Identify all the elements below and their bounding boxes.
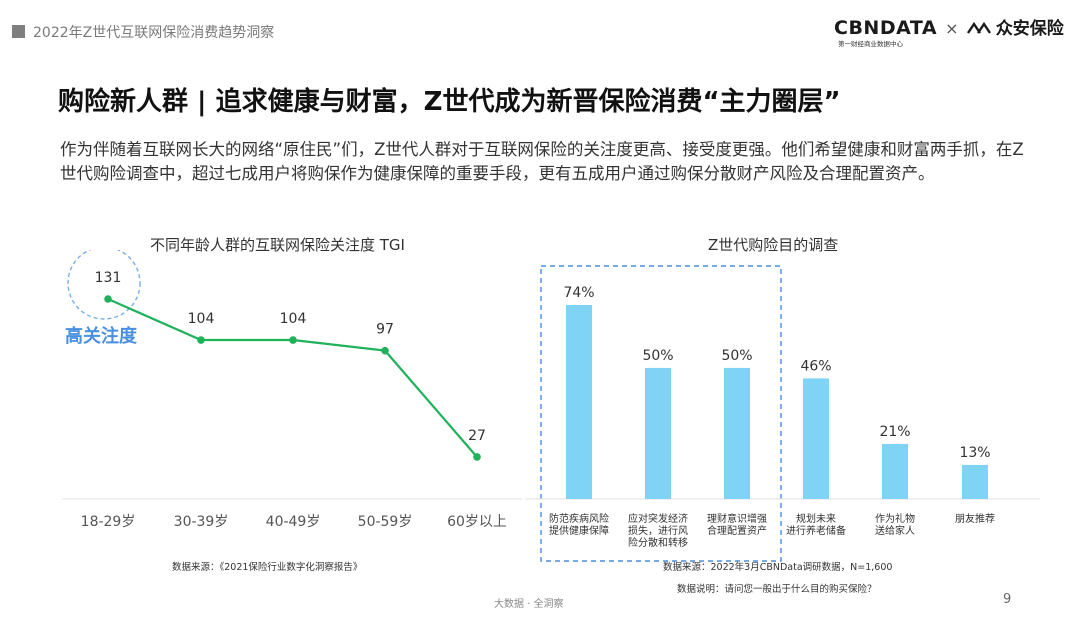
bar-3 — [724, 367, 750, 499]
bar-category-label-2: 险分散和转移 — [628, 536, 688, 549]
bar-chart-source: 数据来源：2022年3月CBNData调研数据，N=1,600 — [663, 562, 893, 573]
bar-5 — [882, 443, 908, 499]
data-label-18-29岁: 131 — [95, 270, 122, 286]
bar-category-label-5: 送给家人 — [875, 524, 915, 537]
bar-4 — [803, 378, 829, 499]
page-number: 9 — [1003, 592, 1012, 607]
data-point-30-39岁 — [197, 336, 205, 344]
bar-value-label-4: 46% — [800, 358, 831, 374]
bar-value-label-1: 74% — [563, 285, 594, 301]
logo-separator: × — [945, 19, 959, 38]
brand-logos: CBNDATA × 众安保险 — [834, 14, 1064, 39]
x-tick-label-60岁以上: 60岁以上 — [447, 514, 507, 530]
data-point-40-49岁 — [289, 336, 297, 344]
line-chart-source: 数据来源：《2021保险行业数字化洞察报告》 — [172, 562, 363, 573]
line-chart: 131 18-29岁 104 30-39岁 104 40-49岁 97 50-59岁 27 60岁… — [62, 250, 522, 530]
bar-category-label-5: 作为礼物 — [875, 512, 915, 525]
highlight-box — [540, 265, 782, 562]
x-tick-label-30-39岁: 30-39岁 — [174, 514, 229, 530]
bar-category-label-2: 损失，进行风 — [628, 524, 688, 537]
data-label-50-59岁: 97 — [376, 322, 394, 338]
bar-category-label-1: 提供健康保障 — [549, 524, 609, 537]
bar-category-label-3: 理财意识增强 — [707, 512, 767, 525]
high-attention-annotation: 高关注度 — [65, 325, 138, 347]
bar-category-label-2: 应对突发经济 — [628, 512, 688, 525]
line-chart-title: 不同年龄人群的互联网保险关注度 TGI — [150, 236, 405, 254]
bar-value-label-3: 50% — [721, 348, 752, 364]
header-square-icon — [12, 25, 25, 38]
bar-value-label-5: 21% — [879, 424, 910, 440]
bar-chart-title: Z世代购险目的调查 — [708, 236, 839, 254]
cbndata-logo: CBNDATA — [834, 17, 938, 39]
bar-chart-note: 数据说明：请问您一般出于什么目的购买保险？ — [677, 584, 877, 595]
report-title: 2022年Z世代互联网保险消费趋势洞察 — [33, 25, 275, 41]
bar-category-label-6: 朋友推荐 — [955, 512, 995, 525]
bar-value-label-6: 13% — [959, 445, 990, 461]
x-tick-label-40-49岁: 40-49岁 — [266, 514, 321, 530]
cbndata-subtitle: 第一财经商业数据中心 — [838, 40, 903, 48]
bar-6 — [962, 464, 988, 499]
bar-category-label-3: 合理配置资产 — [707, 524, 767, 537]
bar-value-label-2: 50% — [642, 348, 673, 364]
x-tick-label-50-59岁: 50-59岁 — [358, 514, 413, 530]
bar-category-label-4: 进行养老储备 — [786, 524, 846, 537]
bar-2 — [645, 367, 671, 499]
data-label-60岁以上: 27 — [468, 428, 486, 444]
highlight-circle — [67, 250, 141, 320]
data-point-18-29岁 — [104, 295, 112, 303]
zhongan-logo-text: 众安保险 — [995, 19, 1064, 39]
data-point-50-59岁 — [381, 346, 389, 355]
intro-paragraph: 作为伴随着互联网长大的网络“原住民”们，Z世代人群对于互联网保险的关注度更高、接… — [60, 140, 1024, 183]
footer-tagline: 大数据 · 全洞察 — [494, 599, 564, 610]
bar-category-label-1: 防范疾病风险 — [549, 512, 609, 525]
data-label-40-49岁: 104 — [280, 311, 307, 327]
zhongan-mark-icon — [966, 21, 991, 34]
data-label-30-39岁: 104 — [188, 311, 215, 327]
data-point-60岁以上 — [473, 453, 481, 461]
bar-category-label-4: 规划未来 — [796, 512, 836, 525]
x-tick-label-18-29岁: 18-29岁 — [81, 514, 136, 530]
bar-1 — [566, 305, 592, 499]
page-title: 购险新人群 | 追求健康与财富，Z世代成为新晋保险消费“主力圈层” — [58, 87, 841, 117]
